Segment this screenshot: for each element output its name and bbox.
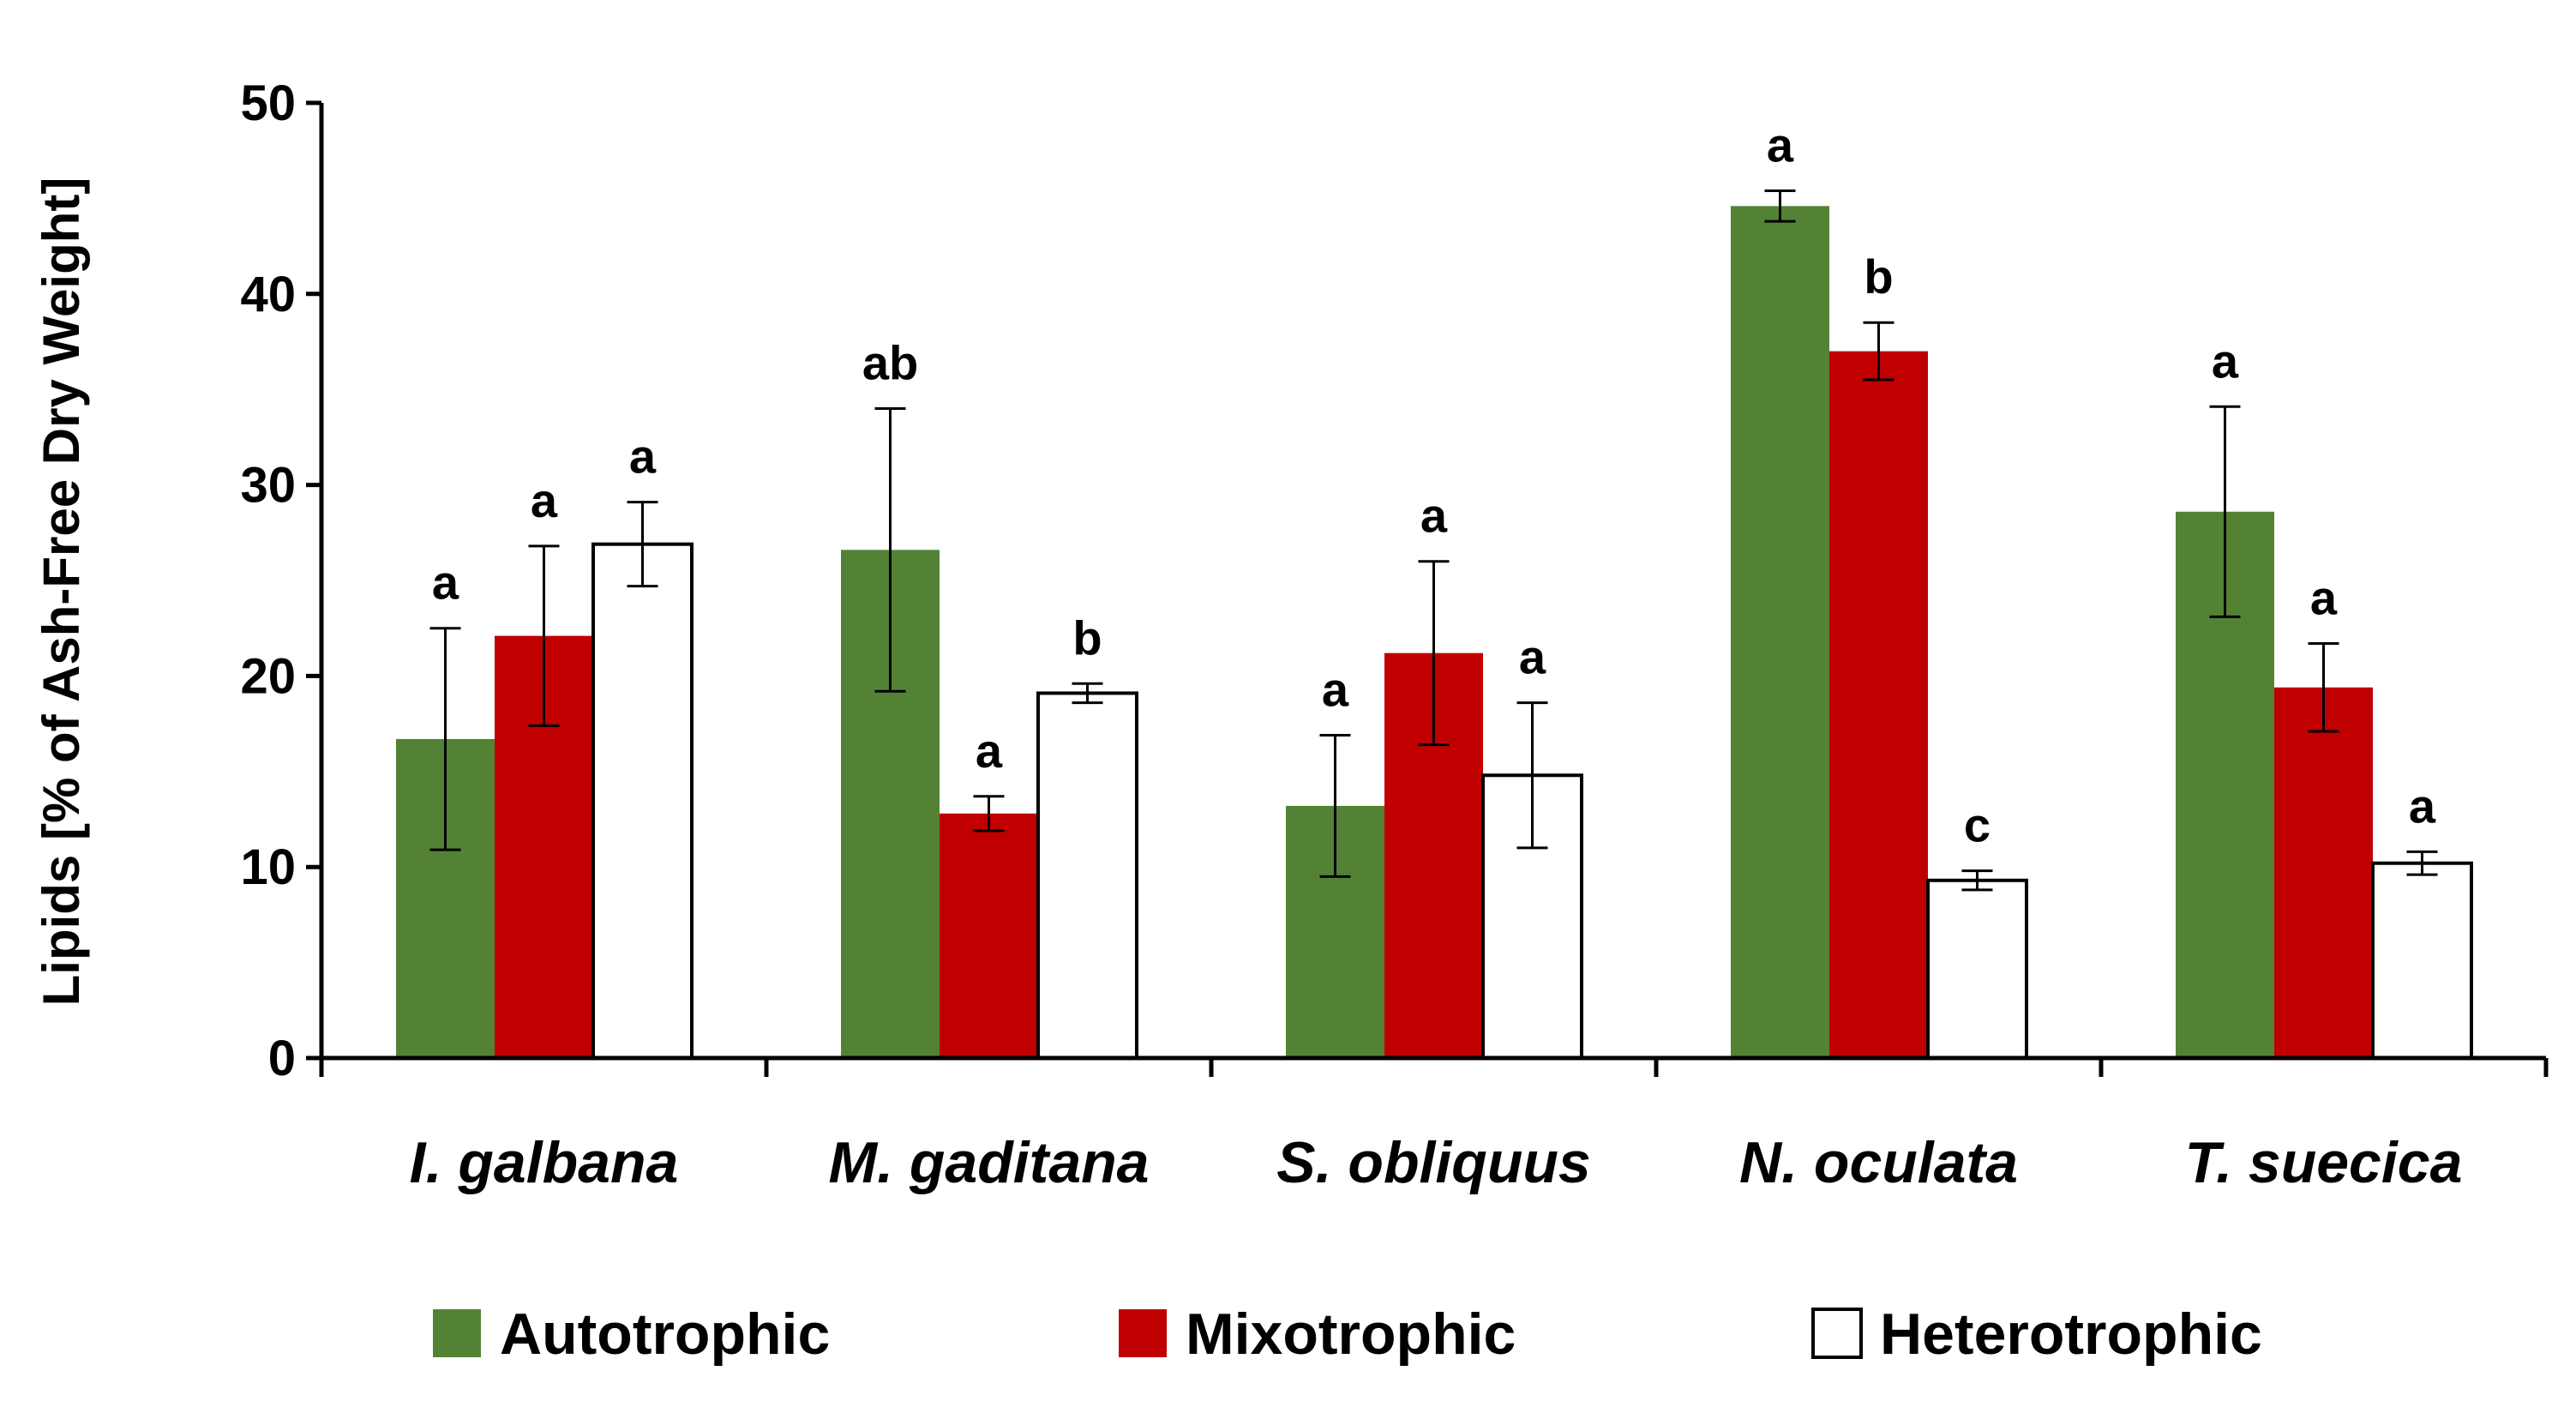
significance-label: a — [1420, 489, 1448, 543]
y-tick-label: 20 — [240, 648, 296, 704]
bar-mixotrophic — [1829, 351, 1928, 1058]
category-label: T. suecica — [2185, 1130, 2463, 1195]
y-axis-label: Lipids [% of Ash-Free Dry Weight] — [33, 177, 90, 1007]
y-tick-label: 0 — [268, 1031, 296, 1086]
legend: Autotrophic Mixotrophic Heterotrophic — [433, 1302, 2262, 1367]
legend-label: Heterotrophic — [1880, 1302, 2262, 1367]
bar-mixotrophic — [2274, 687, 2373, 1058]
y-tick-label: 30 — [240, 458, 296, 514]
significance-label: a — [2310, 571, 2338, 625]
significance-label: c — [1964, 798, 1991, 852]
significance-label: a — [1519, 630, 1546, 684]
significance-label: a — [2212, 334, 2239, 388]
category-label: S. obliquus — [1276, 1130, 1590, 1195]
category-label: N. oculata — [1739, 1130, 2018, 1195]
bar-heterotrophic — [1926, 878, 2028, 1061]
y-tick-label: 40 — [240, 267, 296, 322]
significance-label: a — [1322, 662, 1349, 716]
legend-label: Mixotrophic — [1186, 1302, 1516, 1367]
legend-swatch-mixotrophic — [1119, 1309, 1167, 1357]
bar-mixotrophic — [940, 813, 1038, 1058]
legend-swatch-heterotrophic — [1811, 1308, 1863, 1359]
legend-label: Autotrophic — [500, 1302, 830, 1367]
bar-autotrophic — [1731, 206, 1829, 1058]
significance-label: a — [1767, 117, 1794, 171]
y-tick-label: 10 — [240, 839, 296, 895]
significance-label: b — [1864, 250, 1893, 304]
significance-label: a — [531, 473, 558, 527]
category-label: I. galbana — [410, 1130, 679, 1195]
y-tick-label: 50 — [240, 75, 296, 131]
legend-swatch-autotrophic — [433, 1309, 481, 1357]
significance-label: a — [2409, 779, 2436, 833]
bar-heterotrophic — [1036, 691, 1138, 1061]
significance-label: a — [976, 724, 1003, 778]
significance-label: b — [1072, 610, 1102, 664]
significance-label: ab — [862, 335, 918, 389]
category-label: M. gaditana — [828, 1130, 1149, 1195]
bar-heterotrophic — [2371, 861, 2473, 1061]
x-axis: I. galbana M. gaditana S. obliquus N. ocula… — [319, 1055, 2549, 1195]
bar-heterotrophic — [591, 542, 694, 1060]
y-axis: 0 10 20 30 40 50 — [240, 75, 324, 1086]
significance-label: a — [432, 556, 459, 610]
significance-label: a — [629, 430, 657, 484]
